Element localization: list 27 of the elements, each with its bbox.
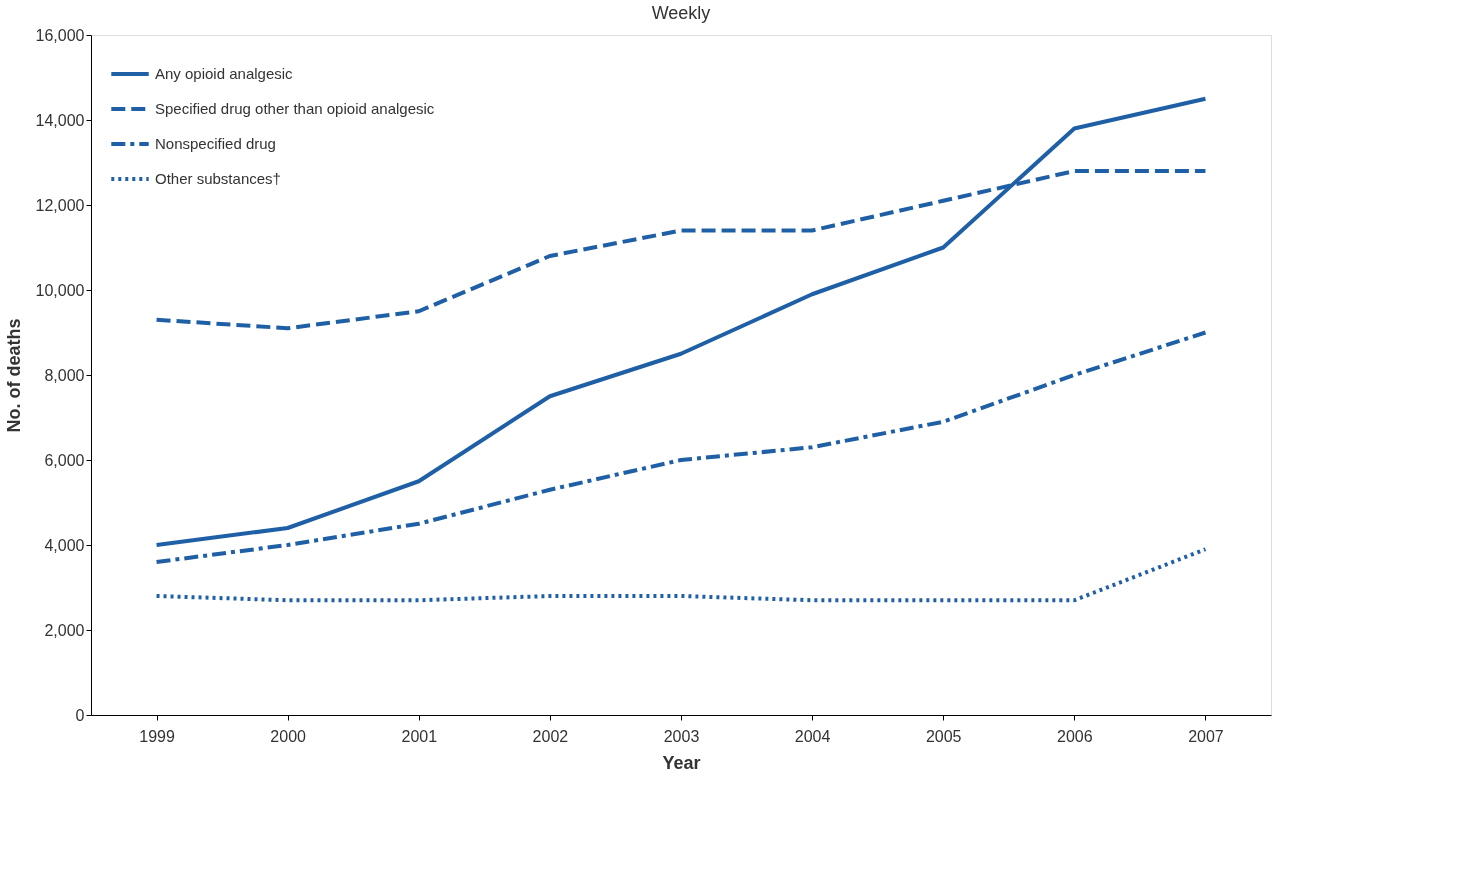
x-tick-label: 2004: [794, 727, 831, 745]
x-tick-label: 2002: [532, 727, 569, 745]
y-tick-label: 2,000: [44, 621, 85, 639]
y-tick-label: 0: [75, 706, 85, 724]
x-tick-label: 2000: [270, 727, 307, 745]
line-series: [154, 330, 1208, 564]
y-tick-label: 4,000: [44, 536, 85, 554]
line-series: [154, 96, 1208, 547]
x-axis-title: Year: [662, 752, 701, 773]
x-tick-label: 2006: [1057, 727, 1093, 745]
x-tick-label: 2007: [1188, 727, 1224, 745]
legend-label: Specified drug other than opioid analgesic: [155, 100, 435, 117]
chart-title: Weekly: [651, 3, 711, 23]
x-tick-label: 1999: [139, 727, 175, 745]
y-tick-label: 12,000: [35, 196, 85, 214]
legend-label: Other substances†: [155, 170, 281, 187]
y-tick-label: 14,000: [35, 111, 85, 129]
y-tick-label: 16,000: [35, 26, 85, 44]
x-tick-label: 2001: [401, 727, 438, 745]
legend-label: Nonspecified drug: [155, 135, 276, 152]
y-tick-label: 8,000: [44, 366, 85, 384]
y-axis-title: No. of deaths: [3, 318, 24, 433]
x-tick-label: 2005: [925, 727, 962, 745]
x-tick-label: 2003: [663, 727, 700, 745]
y-tick-label: 10,000: [35, 281, 85, 299]
y-tick-label: 6,000: [44, 451, 85, 469]
legend-label: Any opioid analgesic: [155, 65, 294, 82]
